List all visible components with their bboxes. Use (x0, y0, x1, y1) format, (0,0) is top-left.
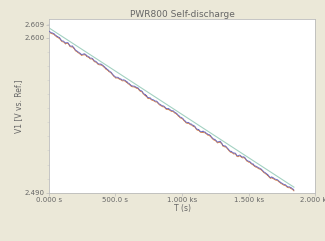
X-axis label: T (s): T (s) (174, 204, 190, 213)
Y-axis label: V1 [V vs. Ref.]: V1 [V vs. Ref.] (14, 79, 23, 133)
Title: PWR800 Self-discharge: PWR800 Self-discharge (130, 9, 234, 19)
